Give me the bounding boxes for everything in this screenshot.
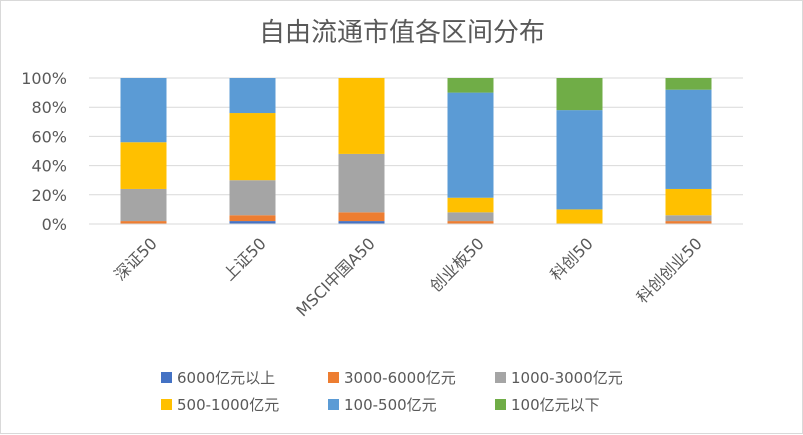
x-category-label: MSCI中国A50 (292, 234, 378, 320)
y-tick-label: 20% (31, 186, 67, 205)
legend-swatch (161, 399, 172, 410)
bar-segment (665, 221, 712, 224)
bar-segment (447, 221, 494, 224)
x-category-label: 科创创业50 (633, 234, 706, 307)
y-tick-label: 40% (31, 157, 67, 176)
bar-segment (120, 188, 167, 222)
y-tick-label: 80% (31, 98, 67, 117)
legend-label: 100亿元以下 (511, 396, 600, 414)
y-tick-label: 60% (31, 127, 67, 146)
legend-swatch (328, 399, 339, 410)
legend-label: 6000亿元以上 (177, 369, 275, 387)
bar-segment (665, 188, 712, 216)
chart-title: 自由流通市值各区间分布 (259, 18, 545, 48)
legend-label: 100-500亿元 (344, 396, 437, 414)
bars (120, 78, 712, 224)
bar-segment (447, 197, 494, 213)
bar-segment (447, 78, 494, 93)
bar-segment (447, 212, 494, 222)
bar-segment (229, 78, 276, 114)
bar-segment (338, 78, 385, 154)
y-tick-label: 100% (21, 69, 67, 88)
legend-swatch (161, 372, 172, 383)
bar-segment (556, 209, 603, 224)
legend-swatch (495, 399, 506, 410)
legend: 6000亿元以上 3000-6000亿元 1000-3000亿元 500-1000亿元… (161, 369, 623, 414)
x-category-label: 上证50 (219, 234, 269, 284)
legend-label: 1000-3000亿元 (511, 369, 623, 387)
bar-segment (120, 78, 167, 143)
legend-swatch (328, 372, 339, 383)
bar-segment (229, 180, 276, 216)
bar-segment (120, 221, 167, 224)
x-category-label: 创业板50 (426, 234, 488, 296)
bar-segment (120, 142, 167, 189)
y-axis-ticks: 0% 20% 40% 60% 80% 100% (21, 69, 67, 234)
gridlines (89, 77, 743, 196)
legend-swatch (495, 372, 506, 383)
bar-segment (229, 113, 276, 181)
bar-segment (229, 215, 276, 222)
bar-segment (447, 92, 494, 198)
bar-segment (338, 212, 385, 222)
bar-segment (665, 89, 712, 189)
legend-label: 3000-6000亿元 (344, 369, 456, 387)
bar-segment (556, 78, 603, 111)
bar-segment (229, 221, 276, 224)
x-category-label: 深证50 (110, 234, 160, 284)
bar-segment (665, 215, 712, 222)
legend-label: 500-1000亿元 (177, 396, 279, 414)
bar-segment (556, 110, 603, 210)
bar-segment (338, 153, 385, 213)
bar-segment (338, 221, 385, 224)
x-axis-categories: 深证50 上证50 MSCI中国A50 创业板50 科创50 科创创业50 (110, 234, 705, 320)
bar-segment (665, 78, 712, 90)
x-category-label: 科创50 (546, 234, 596, 284)
y-tick-label: 0% (42, 215, 67, 234)
